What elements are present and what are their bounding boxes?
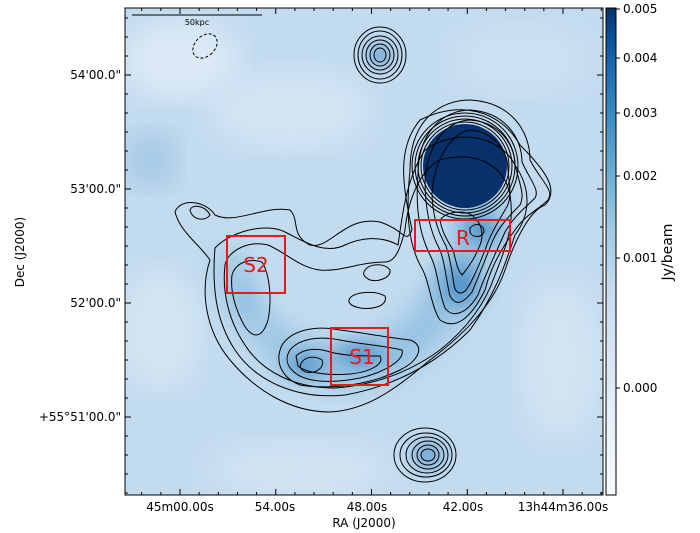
x-tick-label: 48.00s [347,500,388,514]
region-s1-box [330,327,389,386]
colorbar-tick-label: 0.001 [623,251,657,265]
axis-ticks [125,8,603,495]
x-tick-label: 45m00.00s [146,500,214,514]
region-s2-label: S2 [243,253,268,277]
beam-ellipse [192,33,218,59]
colorbar-gradient [605,7,617,496]
contours [174,26,552,483]
y-tick-label: 53'00.0" [70,182,121,196]
x-axis-label: RA (J2000) [332,516,395,530]
colorbar-tick-label: 0.005 [623,2,657,16]
y-tick-labels: 54'00.0" 53'00.0" 52'00.0" +55°51'00.0" [39,68,121,424]
region-r-label: R [456,226,470,250]
region-s2-box [226,235,286,294]
intensity-image [125,8,603,495]
colorbar-label: Jy/beam [660,224,676,282]
region-s1-label: S1 [349,345,374,369]
region-boxes [226,219,511,386]
colorbar: 0.005 0.004 0.003 0.002 0.001 0.000 Jy/b… [605,2,676,496]
y-axis-label: Dec (J2000) [13,217,27,287]
colorbar-tick-label: 0.002 [623,169,657,183]
colorbar-tick-label: 0.004 [623,51,657,65]
colorbar-tick-label: 0.003 [623,106,657,120]
x-tick-label: 42.00s [443,500,484,514]
y-tick-label: 54'00.0" [70,68,121,82]
plot-frame [124,7,604,496]
core-source [423,124,507,208]
x-tick-labels: 45m00.00s 54.00s 48.00s 42.00s 13h44m36.… [146,500,608,514]
x-tick-label: 54.00s [255,500,296,514]
y-tick-label: 52'00.0" [70,296,121,310]
region-r-box [414,219,511,252]
x-tick-label: 13h44m36.00s [518,500,608,514]
scale-bar: 50kpc [132,14,262,27]
y-tick-label: +55°51'00.0" [39,410,121,424]
scale-bar-label: 50kpc [185,18,209,27]
colorbar-tick-label: 0.000 [623,381,657,395]
colorbar-ticks [616,8,620,389]
